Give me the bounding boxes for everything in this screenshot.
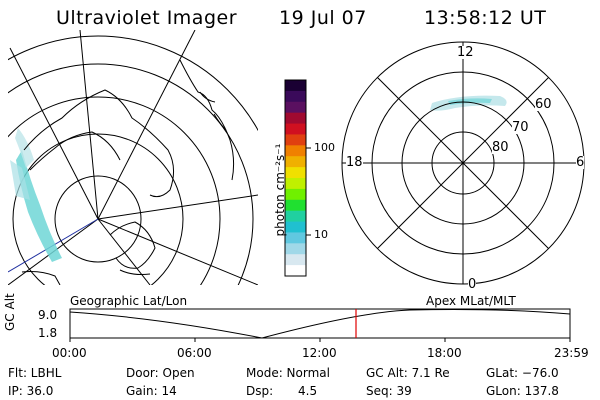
colorbar-segment xyxy=(285,112,306,125)
meridian-lines xyxy=(8,30,258,285)
mlt-label-6: 6 xyxy=(576,155,585,170)
mlt-label-0: 0 xyxy=(468,277,477,292)
geographic-panel-label: Geographic Lat/Lon xyxy=(70,294,188,308)
mode-info: Mode: Normal xyxy=(246,366,330,380)
aurora-emission-mag xyxy=(430,95,507,111)
seq-info: Seq: 39 xyxy=(366,384,412,398)
geographic-map xyxy=(8,30,258,285)
colorbar-segment xyxy=(285,254,306,266)
x-tick-0600: 06:00 xyxy=(177,346,212,360)
colorbar-segment xyxy=(285,221,306,233)
colorbar-segment xyxy=(285,101,306,114)
mlat-label-60: 60 xyxy=(535,97,552,112)
alt-tick-9: 9.0 xyxy=(38,308,58,322)
gain-info: Gain: 14 xyxy=(126,384,177,398)
ip-info: IP: 36.0 xyxy=(8,384,54,398)
colorbar-tick-10: 10 xyxy=(314,228,328,241)
dsp-label: Dsp: xyxy=(246,384,274,398)
x-tick-1200: 12:00 xyxy=(302,346,337,360)
aurora-emission-geo xyxy=(16,150,62,262)
dsp-value: 4.5 xyxy=(298,384,318,398)
colorbar-segment xyxy=(285,123,306,135)
alt-tick-1-8: 1.8 xyxy=(38,326,58,340)
mlt-label-18: 18 xyxy=(346,155,363,170)
filter-info: Flt: LBHL xyxy=(8,366,62,380)
instrument-title: Ultraviolet Imager xyxy=(56,7,238,29)
colorbar-segment xyxy=(285,188,306,201)
glon-info: GLon: 137.8 xyxy=(486,384,559,398)
colorbar-segment xyxy=(285,145,306,157)
colorbar-segment xyxy=(285,265,306,277)
apex-polar-plot xyxy=(342,42,584,284)
mlat-label-80: 80 xyxy=(492,140,509,155)
gc-alt-axis-label: GC Alt xyxy=(3,293,17,331)
colorbar-segment xyxy=(285,232,306,244)
gc-alt-info: GC Alt: 7.1 Re xyxy=(366,366,450,380)
observation-time: 13:58:12 UT xyxy=(424,7,547,29)
colorbar-segment xyxy=(285,90,306,103)
altitude-plot xyxy=(69,308,571,342)
colorbar xyxy=(285,80,306,277)
observation-date: 19 Jul 07 xyxy=(279,7,367,29)
colorbar-segment xyxy=(285,243,306,255)
colorbar-tick-100: 100 xyxy=(314,141,335,154)
x-tick-1800: 18:00 xyxy=(427,346,462,360)
coastlines xyxy=(21,59,235,285)
altitude-curve xyxy=(69,309,571,339)
colorbar-segment xyxy=(285,134,306,146)
x-tick-0000: 00:00 xyxy=(52,346,87,360)
x-tick-2359: 23:59 xyxy=(554,346,589,360)
colorbar-segment xyxy=(285,178,306,190)
door-info: Door: Open xyxy=(126,366,195,380)
latitude-circles xyxy=(8,35,258,285)
colorbar-unit-label: photon cm⁻²s⁻¹ xyxy=(273,143,287,237)
glat-info: GLat: −76.0 xyxy=(486,366,559,380)
colorbar-segment xyxy=(285,210,306,223)
colorbar-segment xyxy=(285,80,306,92)
mlat-label-70: 70 xyxy=(512,120,529,135)
colorbar-segment xyxy=(285,199,306,212)
colorbar-segment xyxy=(285,167,306,179)
colorbar-segment xyxy=(285,156,306,168)
mlt-label-12: 12 xyxy=(457,45,474,60)
apex-panel-label: Apex MLat/MLT xyxy=(426,294,516,308)
